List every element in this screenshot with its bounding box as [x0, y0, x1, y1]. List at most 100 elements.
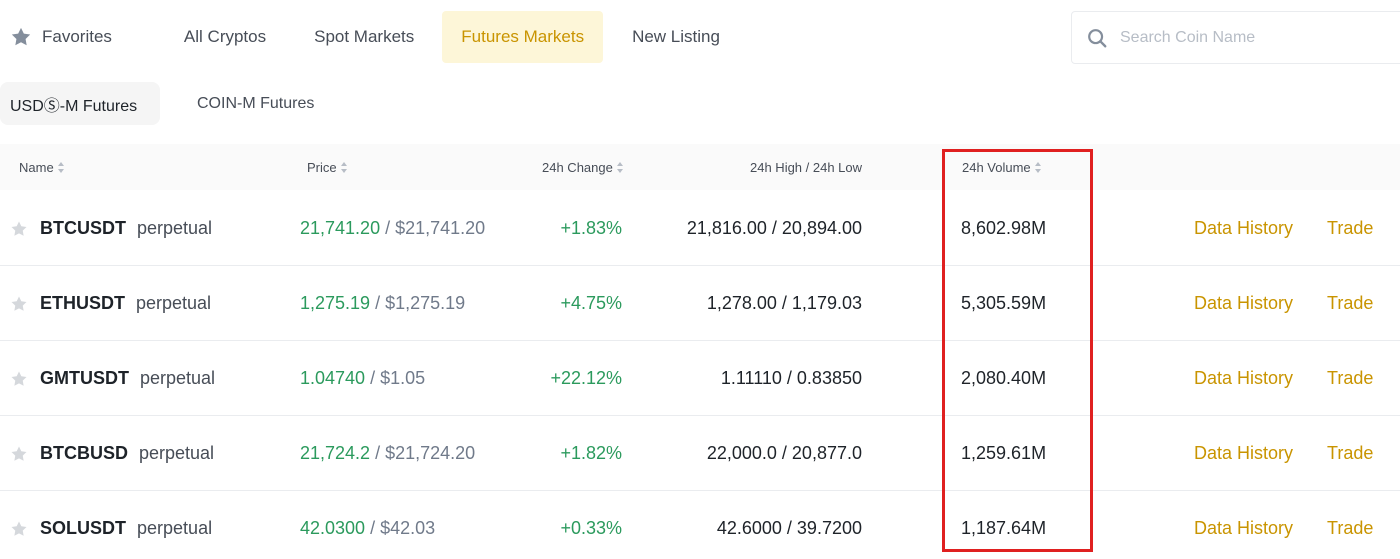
volume-24h: 5,305.59M	[961, 293, 1047, 313]
price-separator: /	[380, 218, 396, 238]
search-input[interactable]	[1120, 28, 1380, 47]
contract-symbol: GMTUSDT	[40, 368, 129, 388]
header-24h-change[interactable]: 24h Change	[542, 144, 623, 190]
price-separator: /	[365, 518, 381, 538]
high-24h: 1.11110	[720, 368, 782, 388]
tab-favorites-label: Favorites	[42, 27, 112, 46]
header-price-label: Price	[307, 159, 337, 175]
favorite-toggle[interactable]	[10, 266, 28, 341]
star-icon[interactable]	[10, 370, 28, 388]
sort-icon	[1034, 161, 1041, 173]
low-24h: 39.7200	[796, 518, 862, 538]
price-cell: 1.04740 / $1.05	[300, 341, 425, 416]
data-history-link[interactable]: Data History	[1194, 443, 1294, 463]
star-icon[interactable]	[10, 220, 28, 238]
search-box	[1071, 11, 1400, 64]
data-history-link[interactable]: Data History	[1194, 518, 1294, 538]
low-24h: 20,894.00	[781, 218, 862, 238]
table-row[interactable]: GMTUSDT perpetual 1.04740 / $1.05 +22.12% 1.…	[0, 341, 1400, 416]
header-24h-volume[interactable]: 24h Volume	[962, 144, 1041, 190]
volume-24h: 1,187.64M	[961, 518, 1047, 538]
tab-new-listing[interactable]: New Listing	[632, 27, 720, 46]
table-row[interactable]: SOLUSDT perpetual 42.0300 / $42.03 +0.33% 42…	[0, 491, 1400, 559]
contract-type: perpetual	[136, 293, 212, 313]
usd-price: $1.05	[380, 368, 426, 388]
star-icon[interactable]	[10, 520, 28, 538]
trade-link[interactable]: Trade	[1327, 518, 1374, 538]
table-row[interactable]: BTCUSDT perpetual 21,741.20 / $21,741.20 +1…	[0, 191, 1400, 266]
contract-symbol: ETHUSDT	[40, 293, 125, 313]
tab-spot-markets[interactable]: Spot Markets	[314, 27, 415, 46]
star-icon[interactable]	[10, 295, 28, 313]
sort-icon	[616, 161, 623, 173]
trade-link[interactable]: Trade	[1327, 443, 1374, 463]
low-24h: 0.83850	[796, 368, 862, 388]
change-24h: +4.75%	[560, 293, 622, 313]
contract-name: BTCUSDT perpetual	[40, 191, 212, 266]
price-cell: 1,275.19 / $1,275.19	[300, 266, 465, 341]
change-24h: +22.12%	[550, 368, 622, 388]
high-low-24h: 1.11110 / 0.83850	[721, 341, 862, 416]
change-24h: +0.33%	[560, 518, 622, 538]
low-24h: 20,877.0	[791, 443, 862, 463]
contract-symbol: BTCUSDT	[40, 218, 126, 238]
sort-icon	[340, 161, 347, 173]
tab-favorites[interactable]: Favorites	[0, 11, 160, 63]
tab-usds-m-futures[interactable]: USDⓈ-M Futures	[0, 82, 160, 125]
header-volume-label: 24h Volume	[962, 159, 1031, 175]
usd-price: $21,741.20	[395, 218, 486, 238]
table-row[interactable]: ETHUSDT perpetual 1,275.19 / $1,275.19 +4.7…	[0, 266, 1400, 341]
last-price: 21,724.2	[300, 443, 371, 463]
market-category-tabs: Favorites All Cryptos Spot Markets Futur…	[0, 11, 744, 63]
usd-price: $1,275.19	[385, 293, 466, 313]
high-low-24h: 42.6000 / 39.7200	[717, 491, 862, 559]
favorite-toggle[interactable]	[10, 191, 28, 266]
usd-price: $21,724.20	[385, 443, 476, 463]
contract-name: GMTUSDT perpetual	[40, 341, 215, 416]
contract-type: perpetual	[139, 443, 215, 463]
contract-symbol: SOLUSDT	[40, 518, 127, 538]
favorite-toggle[interactable]	[10, 491, 28, 559]
tab-coin-m-futures[interactable]: COIN-M Futures	[197, 94, 315, 112]
high-24h: 22,000.0	[706, 443, 777, 463]
contract-type: perpetual	[140, 368, 216, 388]
contract-type: perpetual	[137, 218, 213, 238]
data-history-link[interactable]: Data History	[1194, 218, 1294, 238]
high-low-separator: /	[781, 518, 797, 538]
price-separator: /	[370, 293, 386, 313]
last-price: 1,275.19	[300, 293, 371, 313]
volume-24h: 2,080.40M	[961, 368, 1047, 388]
table-row[interactable]: BTCBUSD perpetual 21,724.2 / $21,724.20 +1.…	[0, 416, 1400, 491]
price-cell: 21,724.2 / $21,724.20	[300, 416, 475, 491]
header-price[interactable]: Price	[307, 144, 347, 190]
data-history-link[interactable]: Data History	[1194, 368, 1294, 388]
favorite-toggle[interactable]	[10, 416, 28, 491]
change-24h: +1.83%	[560, 218, 622, 238]
header-name[interactable]: Name	[19, 144, 64, 190]
high-low-separator: /	[781, 368, 797, 388]
change-24h: +1.82%	[560, 443, 622, 463]
trade-link[interactable]: Trade	[1327, 293, 1374, 313]
data-history-link[interactable]: Data History	[1194, 293, 1294, 313]
low-24h: 1,179.03	[791, 293, 862, 313]
volume-24h: 8,602.98M	[961, 218, 1047, 238]
trade-link[interactable]: Trade	[1327, 218, 1374, 238]
high-low-separator: /	[776, 293, 792, 313]
header-high-low-label: 24h High / 24h Low	[750, 159, 863, 175]
price-separator: /	[365, 368, 381, 388]
star-icon[interactable]	[10, 445, 28, 463]
high-24h: 1,278.00	[706, 293, 777, 313]
last-price: 42.0300	[300, 518, 366, 538]
contract-name: BTCBUSD perpetual	[40, 416, 214, 491]
high-low-24h: 21,816.00 / 20,894.00	[687, 191, 862, 266]
high-low-24h: 1,278.00 / 1,179.03	[707, 266, 862, 341]
favorite-toggle[interactable]	[10, 341, 28, 416]
trade-link[interactable]: Trade	[1327, 368, 1374, 388]
high-low-24h: 22,000.0 / 20,877.0	[707, 416, 862, 491]
tab-futures-markets[interactable]: Futures Markets	[442, 11, 604, 63]
tab-all-cryptos[interactable]: All Cryptos	[183, 27, 267, 46]
volume-24h: 1,259.61M	[961, 443, 1047, 463]
price-separator: /	[370, 443, 386, 463]
header-24h-high-low: 24h High / 24h Low	[750, 144, 862, 190]
header-name-label: Name	[19, 159, 54, 175]
